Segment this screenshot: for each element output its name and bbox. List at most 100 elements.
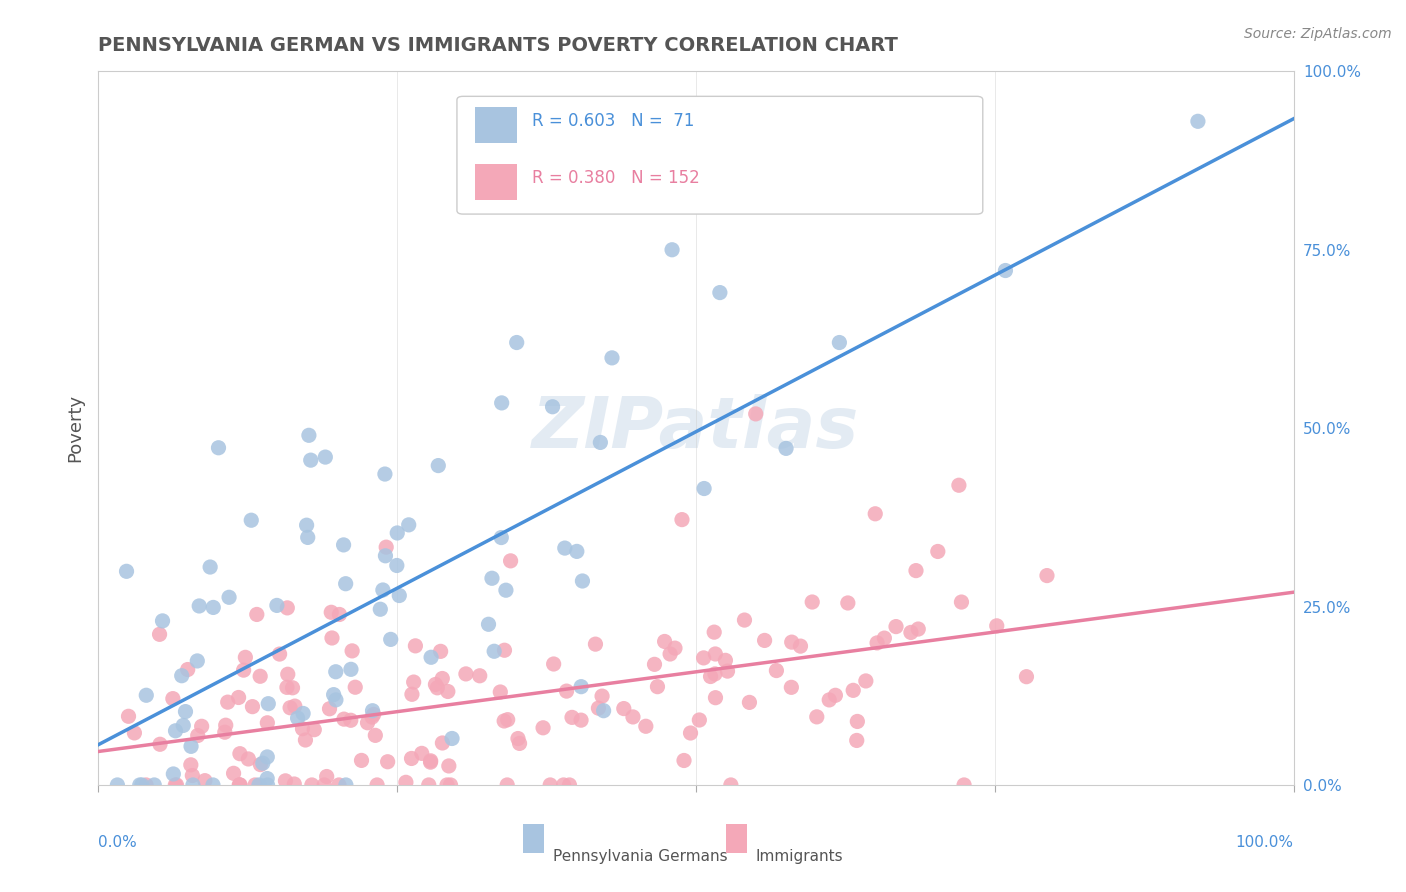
Point	[780, 635, 803, 649]
Point	[704, 690, 727, 705]
Point	[274, 773, 297, 788]
Point	[181, 768, 204, 782]
Point	[131, 778, 153, 792]
Point	[162, 767, 184, 781]
Point	[953, 778, 976, 792]
Point	[806, 710, 828, 724]
Point	[181, 778, 204, 792]
Point	[789, 639, 811, 653]
Point	[585, 637, 607, 651]
Point	[672, 754, 695, 768]
Point	[298, 428, 321, 442]
Point	[243, 778, 266, 792]
Point	[555, 684, 578, 698]
Text: 100.0%: 100.0%	[1236, 835, 1294, 850]
Point	[419, 754, 441, 768]
Point	[186, 654, 208, 668]
Point	[541, 400, 564, 414]
Point	[304, 723, 326, 737]
Point	[661, 243, 683, 257]
Point	[188, 599, 211, 613]
Point	[454, 667, 477, 681]
Point	[380, 632, 402, 647]
Point	[314, 778, 336, 792]
Point	[704, 647, 727, 661]
Point	[765, 664, 787, 678]
Point	[301, 778, 323, 792]
Point	[135, 688, 157, 702]
Point	[589, 435, 612, 450]
Point	[828, 335, 851, 350]
Point	[900, 625, 922, 640]
Point	[801, 595, 824, 609]
Point	[256, 772, 278, 786]
Point	[846, 714, 869, 729]
Point	[322, 688, 344, 702]
Point	[654, 634, 676, 648]
Text: Pennsylvania Germans: Pennsylvania Germans	[553, 849, 727, 864]
Point	[720, 778, 742, 792]
Point	[907, 622, 929, 636]
Point	[328, 607, 350, 622]
Point	[404, 639, 426, 653]
Point	[340, 644, 363, 658]
Point	[671, 513, 693, 527]
Point	[228, 778, 250, 792]
Point	[375, 540, 398, 554]
Point	[187, 729, 209, 743]
Point	[165, 778, 187, 792]
Point	[340, 662, 363, 676]
Point	[873, 631, 896, 645]
FancyBboxPatch shape	[457, 96, 983, 214]
Point	[246, 607, 269, 622]
Point	[643, 657, 665, 672]
Point	[333, 712, 356, 726]
Point	[249, 757, 271, 772]
Point	[252, 756, 274, 771]
Point	[950, 595, 973, 609]
Point	[506, 731, 529, 746]
Point	[374, 549, 396, 563]
Point	[162, 691, 184, 706]
Point	[242, 699, 264, 714]
Point	[477, 617, 499, 632]
Point	[659, 647, 682, 661]
Point	[299, 453, 322, 467]
Point	[558, 778, 581, 792]
Point	[432, 672, 454, 686]
Point	[277, 667, 299, 681]
Point	[190, 719, 212, 733]
Bar	[523, 824, 544, 853]
Point	[592, 704, 614, 718]
Point	[865, 507, 887, 521]
Point	[176, 663, 198, 677]
Point	[115, 564, 138, 578]
Point	[366, 778, 388, 792]
Point	[491, 396, 513, 410]
Point	[543, 657, 565, 671]
Point	[292, 706, 315, 721]
Point	[427, 458, 450, 473]
Point	[714, 653, 737, 667]
Point	[531, 721, 554, 735]
Point	[232, 663, 254, 677]
Point	[335, 576, 357, 591]
Point	[194, 773, 217, 788]
Point	[148, 627, 170, 641]
Point	[738, 695, 761, 709]
Point	[884, 619, 907, 633]
Point	[425, 677, 447, 691]
Point	[482, 644, 505, 658]
Point	[621, 710, 644, 724]
Point	[569, 680, 592, 694]
Point	[733, 613, 755, 627]
Point	[361, 710, 384, 724]
Point	[855, 673, 877, 688]
Point	[494, 714, 516, 728]
Point	[565, 544, 588, 558]
Point	[257, 697, 280, 711]
Point	[824, 688, 846, 702]
Point	[571, 574, 593, 588]
Point	[229, 747, 252, 761]
Point	[613, 701, 636, 715]
